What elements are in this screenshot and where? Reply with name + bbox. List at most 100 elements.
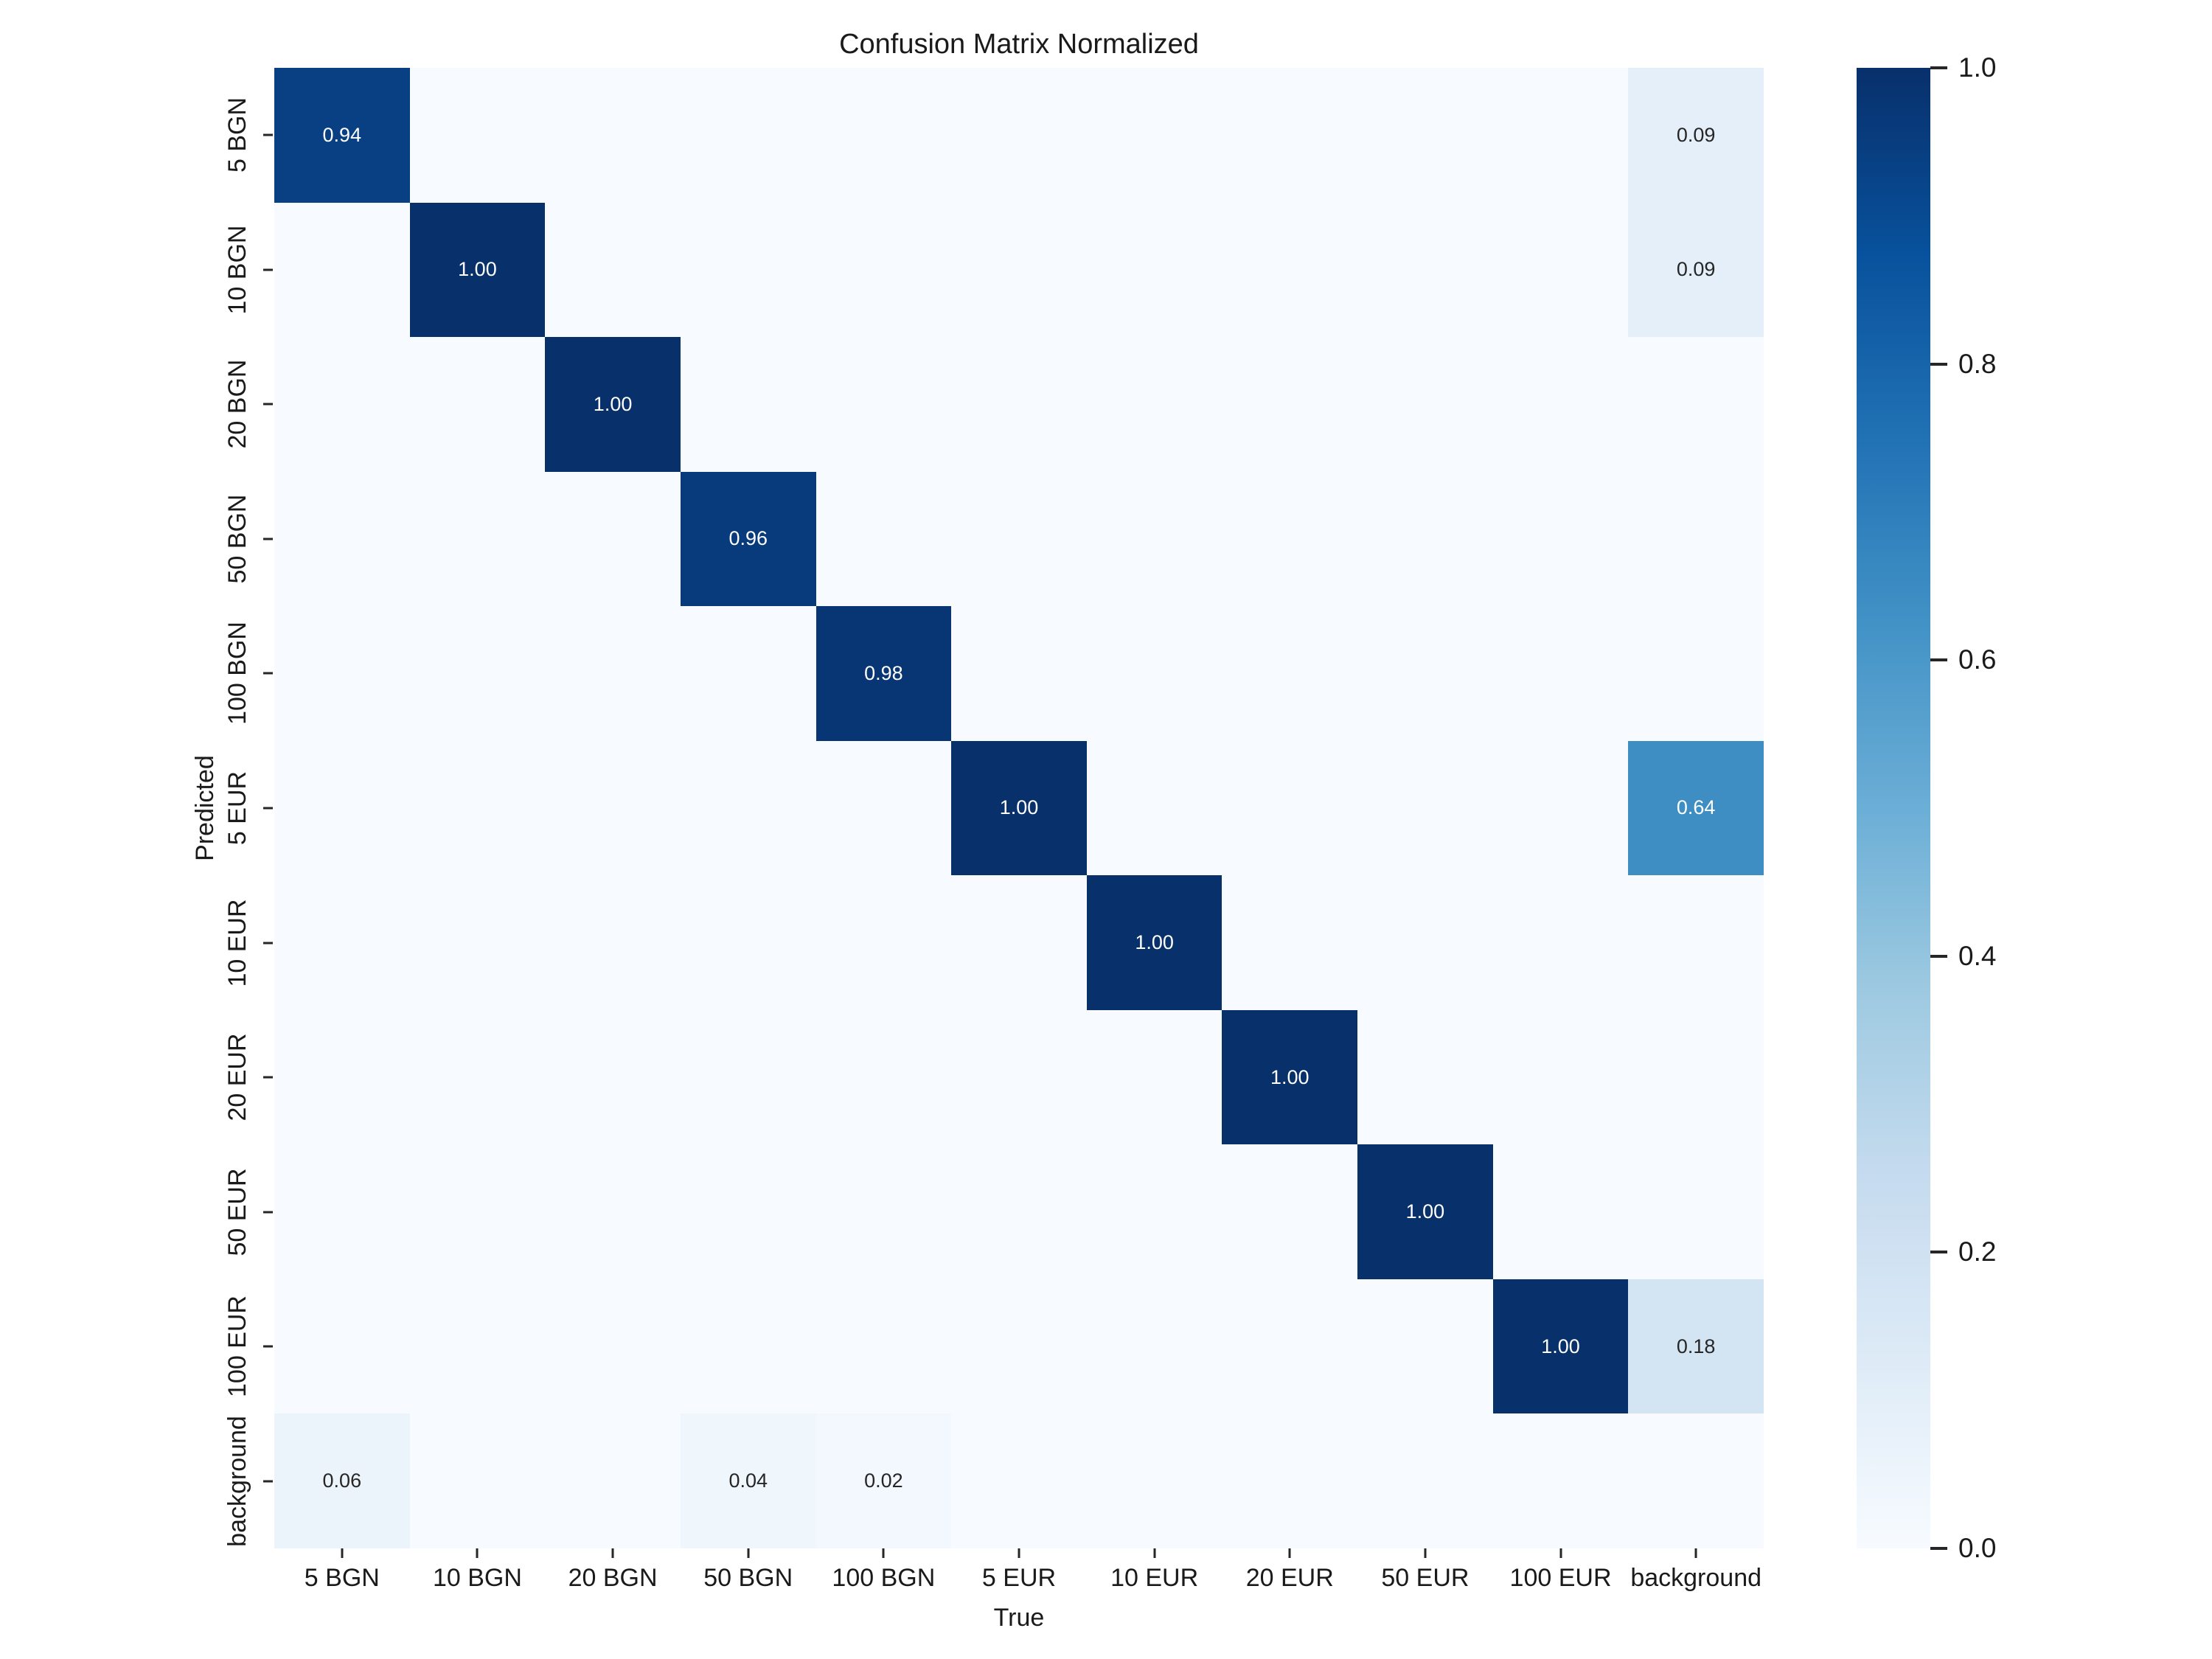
heatmap-cell: [1357, 875, 1493, 1010]
colorbar-tick-label: 0.4: [1958, 940, 1997, 971]
heatmap-cell: [1628, 337, 1764, 472]
heatmap-cell: [545, 68, 681, 203]
y-tick-label: 20 EUR: [223, 1033, 251, 1121]
heatmap-cell: [274, 606, 410, 741]
heatmap-cell: [1628, 1009, 1764, 1145]
heatmap-cell: [1628, 1144, 1764, 1279]
cell-value: 0.96: [728, 527, 768, 550]
heatmap-cell: [680, 337, 816, 472]
heatmap-cell: [1492, 875, 1629, 1010]
heatmap-cell: [1086, 471, 1222, 607]
heatmap-cell: [951, 1009, 1087, 1145]
heatmap-cell: 0.06: [274, 1413, 410, 1548]
heatmap-cell: 1.00: [1086, 875, 1222, 1010]
heatmap-cell: [274, 1279, 410, 1414]
heatmap-cell: [1357, 740, 1493, 876]
heatmap-cell: [409, 337, 546, 472]
heatmap-cell: 0.94: [274, 68, 410, 203]
heatmap-cell: [815, 202, 952, 338]
x-tick-mark: [476, 1548, 479, 1558]
y-tick-mark: [263, 672, 273, 675]
x-axis-label: True: [993, 1604, 1045, 1632]
heatmap-cell: [1222, 875, 1358, 1010]
heatmap-cell: [815, 1144, 952, 1279]
y-tick-label: 10 BGN: [223, 225, 251, 315]
heatmap-cell: 0.02: [815, 1413, 952, 1548]
y-tick-mark: [263, 942, 273, 945]
heatmap-cell: [951, 1144, 1087, 1279]
heatmap-cell: [409, 1144, 546, 1279]
x-tick-label: 20 BGN: [568, 1564, 658, 1592]
x-tick-label: 50 EUR: [1381, 1564, 1470, 1592]
heatmap-cell: 0.04: [680, 1413, 816, 1548]
y-tick-mark: [263, 268, 273, 271]
heatmap-cell: [1492, 1413, 1629, 1548]
y-tick-mark: [263, 403, 273, 406]
y-tick-mark: [263, 1076, 273, 1079]
heatmap-cell: [680, 1144, 816, 1279]
heatmap-cell: [1357, 606, 1493, 741]
heatmap-cell: [1357, 471, 1493, 607]
cell-value: 1.00: [458, 258, 497, 281]
heatmap-cell: [1492, 606, 1629, 741]
x-tick-label: 20 EUR: [1245, 1564, 1334, 1592]
heatmap-cell: [951, 68, 1087, 203]
x-tick-mark: [1559, 1548, 1562, 1558]
heatmap-cell: [409, 68, 546, 203]
heatmap-cell: [1492, 202, 1629, 338]
x-tick-label: 5 EUR: [981, 1564, 1057, 1592]
heatmap-cell: [1357, 337, 1493, 472]
y-tick-label: 10 EUR: [223, 899, 251, 987]
x-tick-mark: [1424, 1548, 1427, 1558]
x-tick-mark: [1288, 1548, 1291, 1558]
y-tick-mark: [263, 538, 273, 540]
x-tick-mark: [1018, 1548, 1020, 1558]
y-tick-label: 5 BGN: [223, 97, 251, 173]
y-tick-mark: [263, 807, 273, 810]
heatmap-cell: [1628, 471, 1764, 607]
heatmap-cell: [815, 1279, 952, 1414]
heatmap-cell: 1.00: [1357, 1144, 1493, 1279]
heatmap-cell: [1492, 1144, 1629, 1279]
heatmap-cell: [409, 606, 546, 741]
heatmap-cell: [1357, 1009, 1493, 1145]
heatmap-cell: [545, 1413, 681, 1548]
heatmap-cell: [951, 471, 1087, 607]
heatmap-cell: [951, 1279, 1087, 1414]
heatmap: 0.94 0.09 1.00 0.09 1.00 0.96 0.98 1.00 0.64 1.00…: [274, 68, 1764, 1548]
y-tick-mark: [263, 1480, 273, 1483]
y-tick-label: 100 BGN: [223, 622, 251, 726]
colorbar-tick-mark: [1930, 1251, 1947, 1254]
y-tick-label: background: [223, 1415, 251, 1547]
heatmap-cell: [951, 202, 1087, 338]
x-tick-label: 100 EUR: [1509, 1564, 1612, 1592]
colorbar-tick-label: 0.6: [1958, 644, 1997, 675]
x-tick-label: 50 BGN: [703, 1564, 793, 1592]
heatmap-cell: [409, 471, 546, 607]
heatmap-cell: [1492, 740, 1629, 876]
heatmap-cell: [680, 875, 816, 1010]
heatmap-cell: [1086, 337, 1222, 472]
cell-value: 1.00: [1135, 931, 1174, 954]
cell-value: 0.09: [1676, 258, 1716, 281]
heatmap-cell: 1.00: [545, 337, 681, 472]
heatmap-cell: [815, 68, 952, 203]
colorbar-tick-mark: [1930, 362, 1947, 366]
heatmap-cell: [274, 875, 410, 1010]
heatmap-cell: [1492, 337, 1629, 472]
heatmap-cell: [274, 337, 410, 472]
cell-value: 1.00: [1541, 1335, 1580, 1357]
x-tick-mark: [882, 1548, 885, 1558]
colorbar-tick-mark: [1930, 658, 1947, 662]
heatmap-cell: [1492, 471, 1629, 607]
heatmap-cell: [1222, 471, 1358, 607]
colorbar-tick-label: 0.0: [1958, 1533, 1997, 1563]
heatmap-cell: [1628, 606, 1764, 741]
heatmap-cell: [1086, 1144, 1222, 1279]
heatmap-cell: [680, 606, 816, 741]
heatmap-cell: 1.00: [951, 740, 1087, 876]
heatmap-cell: [545, 471, 681, 607]
x-tick-mark: [611, 1548, 614, 1558]
heatmap-cell: [1357, 202, 1493, 338]
heatmap-cell: [1492, 68, 1629, 203]
